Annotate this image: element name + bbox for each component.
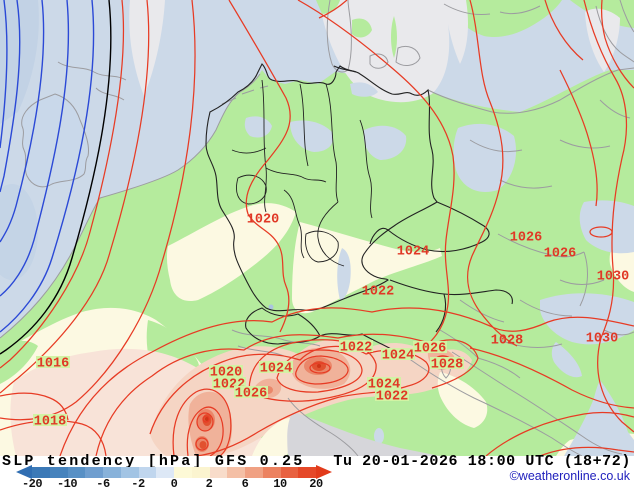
isobar-label: 1026	[414, 342, 446, 357]
coastlines	[0, 0, 634, 456]
isobar-label-box	[36, 356, 70, 368]
neutral-zone-lens	[129, 0, 165, 96]
scale-tick-label: 2	[205, 477, 213, 490]
sea-neutral	[287, 412, 440, 456]
isobar-zero-line	[0, 0, 112, 355]
isobar-label: 1028	[431, 358, 463, 373]
scale-tick-label: -10	[56, 477, 78, 490]
isobar-label: 1024	[382, 349, 414, 364]
isobar-label-box	[259, 361, 293, 373]
isobar-label-box	[375, 389, 409, 401]
isobar-label: 1026	[510, 231, 542, 246]
isobar-label-box	[234, 386, 268, 398]
germany-border	[205, 63, 438, 312]
isobar-label: 1022	[362, 285, 394, 300]
isobar-label: 1022	[340, 341, 372, 356]
isobar-label: 1030	[597, 270, 629, 285]
scale-tick-label: 10	[273, 477, 287, 490]
isobar-label: 1020	[247, 213, 279, 228]
scale-tick-label: 20	[309, 477, 323, 490]
isobar-label: 1020	[210, 366, 242, 381]
isobar-label: 1024	[368, 378, 400, 393]
slp-tendency-map: 1016101810201020102210221022102210241024…	[0, 0, 634, 456]
isobars-red	[0, 0, 634, 456]
fill-layer	[0, 0, 634, 456]
isobar-label: 1018	[34, 415, 66, 430]
isobar-label: 1024	[260, 362, 292, 377]
isobar-label-box	[430, 357, 464, 369]
isobar-label: 1026	[544, 247, 576, 262]
scale-tick-label: 0	[170, 477, 178, 490]
scale-right-arrow	[316, 465, 332, 479]
isobar-label-box	[33, 414, 67, 426]
adriatic-sea	[564, 380, 634, 456]
isobar-label: 1024	[397, 245, 429, 260]
country-borders	[205, 63, 513, 359]
copyright-link[interactable]: ©weatheronline.co.uk	[509, 469, 630, 483]
scale-tick-label: -6	[96, 477, 110, 490]
isobar-label: 1022	[376, 390, 408, 405]
isobar-label: 1016	[37, 357, 69, 372]
isobar-label: 1028	[491, 334, 523, 349]
isobar-label-box	[413, 341, 447, 353]
isobars-blue	[0, 0, 95, 333]
isobar-label-box	[339, 340, 373, 352]
isobar-label-box	[367, 377, 401, 389]
scale-tick-label: -20	[21, 477, 43, 490]
isobar-label: 1026	[235, 387, 267, 402]
scale-tick-label: -2	[131, 477, 145, 490]
isobar-label: 1030	[586, 332, 618, 347]
scale-tick-label: 6	[241, 477, 249, 490]
isobar-label-box	[209, 365, 243, 377]
isobar-label-box	[381, 348, 415, 360]
weather-map: 1016 1018 1020 1020 1022 1022 1022 1022 1024 1024…	[0, 0, 634, 456]
product-title: SLP tendency [hPa] GFS 0.25	[2, 453, 305, 470]
valid-datetime: Tu 20-01-2026 18:00 UTC (18+72)	[333, 453, 631, 470]
isobar-labels: 1016101810201020102210221022102210241024…	[33, 213, 629, 430]
